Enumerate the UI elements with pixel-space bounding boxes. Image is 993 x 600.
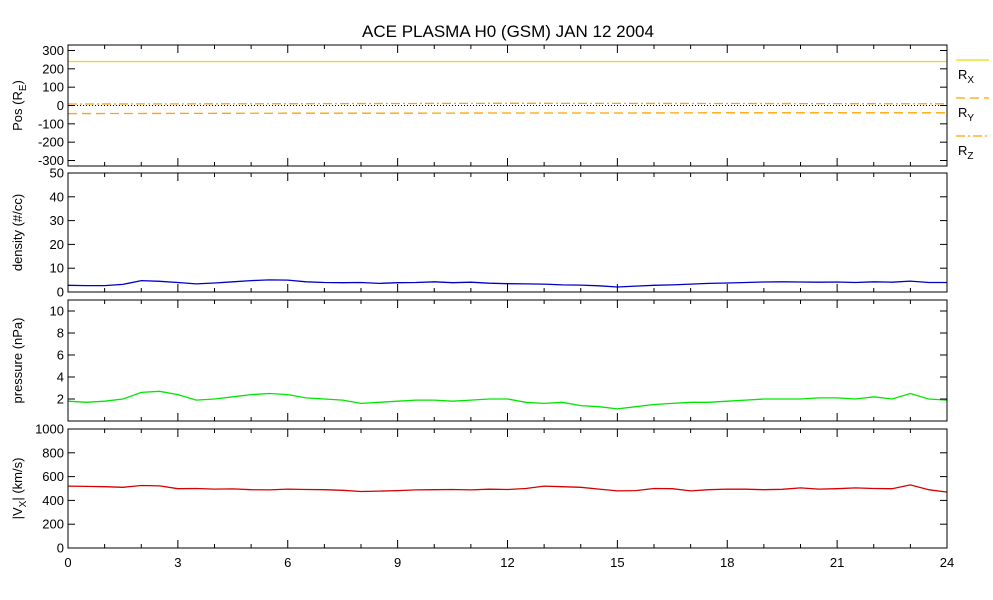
series-line-y — [67, 112, 947, 115]
panel-3: 2 4 6 8 10 pressure (nPa) — [10, 299, 948, 422]
x-tick-label: 9 — [394, 555, 401, 570]
y-tick-label: 1000 — [35, 422, 64, 437]
plot-frame — [67, 172, 948, 293]
y-tick-label: 200 — [42, 517, 64, 532]
x-tick-label: 3 — [174, 555, 181, 570]
y-tick-label: 30 — [50, 213, 64, 228]
y-tick-label: 200 — [42, 61, 64, 76]
series-line-z — [67, 102, 948, 105]
series-line-2 — [67, 279, 947, 288]
legend-label-z: RZ — [958, 143, 974, 162]
x-tick-label: 0 — [64, 555, 71, 570]
chart-title: ACE PLASMA H0 (GSM) JAN 12 2004 — [362, 22, 654, 41]
y-tick-label: -200 — [38, 135, 64, 150]
y-tick-label: 10 — [50, 261, 64, 276]
y-tick-label: 0 — [57, 285, 64, 300]
y-tick-label: 0 — [57, 541, 64, 556]
y-tick-label: 0 — [57, 98, 64, 113]
y-axis-title: pressure (nPa) — [10, 318, 25, 404]
y-tick-label: 8 — [57, 326, 64, 341]
x-tick-label: 6 — [284, 555, 291, 570]
x-tick-label: 18 — [720, 555, 734, 570]
y-tick-label: 10 — [50, 304, 64, 319]
x-tick-label: 24 — [940, 555, 954, 570]
y-tick-label: 600 — [42, 469, 64, 484]
panel-2: 0 10 20 30 40 50 density (#/cc) — [10, 166, 948, 300]
y-tick-label: 100 — [42, 80, 64, 95]
panel-4: 0 200 400 600 800 1000 |VX| (km/s) — [10, 422, 948, 556]
y-tick-label: 2 — [57, 392, 64, 407]
legend-label-y: RY — [958, 105, 974, 124]
y-tick-label: 300 — [42, 43, 64, 58]
y-tick-label: 20 — [50, 237, 64, 252]
y-axis-title: Pos (RE) — [10, 80, 29, 131]
y-tick-label: -100 — [38, 116, 64, 131]
y-tick-label: 800 — [42, 445, 64, 460]
y-tick-label: -300 — [38, 153, 64, 168]
y-tick-label: 400 — [42, 493, 64, 508]
legend-label-x: RX — [958, 67, 974, 86]
series-line-4 — [67, 484, 948, 493]
y-axis-title: |VX| (km/s) — [10, 458, 29, 520]
y-tick-label: 6 — [57, 348, 64, 363]
series-line-3 — [67, 390, 948, 410]
y-axis-title: density (#/cc) — [10, 194, 25, 271]
panel-1: 300 200 100 0 -100 -200 -300 Pos (RE) RX RY RZ — [10, 43, 989, 168]
x-tick-label: 21 — [830, 555, 844, 570]
y-tick-label: 4 — [57, 370, 64, 385]
y-tick-label: 40 — [50, 189, 64, 204]
plot-frame — [67, 299, 948, 422]
x-tick-label: 12 — [500, 555, 514, 570]
x-tick-label: 15 — [610, 555, 624, 570]
y-tick-label: 50 — [50, 166, 64, 181]
